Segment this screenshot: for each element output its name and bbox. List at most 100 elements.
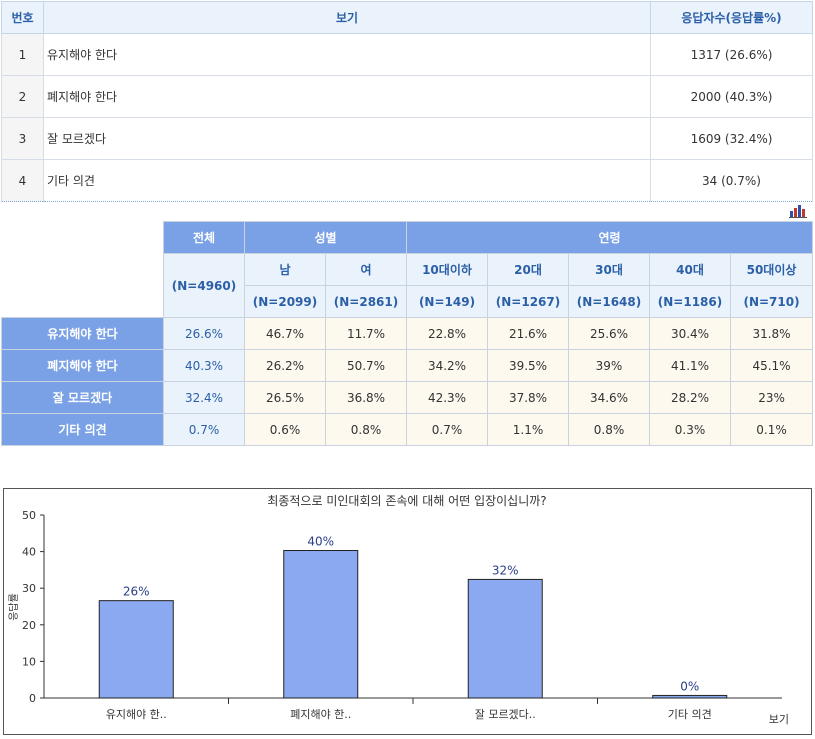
cell-value: 34.2% xyxy=(406,349,488,382)
col-n: (N=1267) xyxy=(487,285,569,318)
col-label: 30대 xyxy=(568,253,650,286)
table-row: 4 기타 의견 34 (0.7%) xyxy=(1,159,813,202)
option-count: 1317 (26.6%) xyxy=(650,33,813,76)
cell-value: 28.2% xyxy=(649,381,731,414)
chart-bar xyxy=(467,578,543,699)
cell-value: 1.1% xyxy=(487,413,569,446)
cell-value: 39.5% xyxy=(487,349,569,382)
y-tick-label: 20 xyxy=(22,619,36,632)
table-row: 기타 의견 0.7% 0.6% 0.8% 0.7% 1.1% 0.8% 0.3%… xyxy=(1,413,814,446)
col-n: (N=2099) xyxy=(244,285,326,318)
y-tick-label: 30 xyxy=(22,582,36,595)
col-n: (N=149) xyxy=(406,285,488,318)
x-tick-label: 잘 모르겠다.. xyxy=(475,708,536,721)
option-num: 2 xyxy=(1,75,44,118)
cell-value: 30.4% xyxy=(649,317,731,350)
option-label: 유지해야 한다 xyxy=(43,33,651,76)
y-tick-label: 50 xyxy=(22,509,36,522)
table-row: 2 폐지해야 한다 2000 (40.3%) xyxy=(1,75,813,118)
cell-value: 0.8% xyxy=(568,413,650,446)
cell-value: 37.8% xyxy=(487,381,569,414)
x-tick-label: 폐지해야 한.. xyxy=(290,707,351,721)
chart-panel: 최종적으로 미인대회의 존속에 대해 어떤 입장이십니까? 0 10 20 30 40 50… xyxy=(3,488,812,735)
bar-data-label: 40% xyxy=(307,535,334,549)
header-num: 번호 xyxy=(1,1,44,34)
cell-value: 34.6% xyxy=(568,381,650,414)
row-total: 40.3% xyxy=(163,349,245,382)
cell-value: 0.6% xyxy=(244,413,326,446)
cell-value: 41.1% xyxy=(649,349,731,382)
chart-icon-bar xyxy=(798,205,801,217)
cell-value: 26.2% xyxy=(244,349,326,382)
col-label: 20대 xyxy=(487,253,569,286)
bar-data-label: 0% xyxy=(680,679,699,693)
col-label: 40대 xyxy=(649,253,731,286)
chart-title: 최종적으로 미인대회의 존속에 대해 어떤 입장이십니까? xyxy=(267,494,546,508)
cell-value: 42.3% xyxy=(406,381,488,414)
chart-icon-bar xyxy=(802,209,805,217)
col-label: 여 xyxy=(325,253,407,286)
chart-icon-bar xyxy=(790,211,793,217)
col-n: (N=1186) xyxy=(649,285,731,318)
y-tick-label: 10 xyxy=(22,655,36,668)
row-label: 유지해야 한다 xyxy=(1,317,164,350)
cell-value: 26.5% xyxy=(244,381,326,414)
y-axis-label: 응답률 xyxy=(8,593,20,621)
cell-value: 21.6% xyxy=(487,317,569,350)
y-tick-label: 0 xyxy=(29,692,36,705)
options-header-row: 번호 보기 응답자수(응답률%) xyxy=(1,1,813,34)
age-header: 연령 xyxy=(405,221,814,254)
x-axis-label: 보기 xyxy=(769,713,789,726)
row-total: 0.7% xyxy=(163,413,245,446)
bar-data-label: 32% xyxy=(492,563,519,577)
gender-header: 성별 xyxy=(244,221,407,254)
chart-bar xyxy=(652,694,728,699)
cell-value: 39% xyxy=(568,349,650,382)
chart-bar xyxy=(283,550,359,699)
option-num: 1 xyxy=(1,33,44,76)
option-label: 잘 모르겠다 xyxy=(43,117,651,160)
cell-value: 36.8% xyxy=(325,381,407,414)
cross-tab-table: 전체 성별 연령 (N=4960) 남 여 10대이하 20대 30대 40대 … xyxy=(1,221,814,446)
cell-value: 23% xyxy=(729,381,814,414)
row-label: 폐지해야 한다 xyxy=(1,349,164,382)
col-label: 10대이하 xyxy=(406,253,488,286)
row-label: 기타 의견 xyxy=(1,413,164,446)
col-label: 남 xyxy=(244,253,326,286)
bar-chart: 최종적으로 미인대회의 존속에 대해 어떤 입장이십니까? 0 10 20 30 40 50… xyxy=(8,494,789,726)
header-count: 응답자수(응답률%) xyxy=(650,1,813,34)
option-count: 2000 (40.3%) xyxy=(650,75,813,118)
option-label: 폐지해야 한다 xyxy=(43,75,651,118)
chart-bar xyxy=(98,600,174,699)
total-n: (N=4960) xyxy=(163,253,245,318)
cell-value: 25.6% xyxy=(568,317,650,350)
options-table: 번호 보기 응답자수(응답률%) 1 유지해야 한다 1317 (26.6%) … xyxy=(1,1,813,202)
cell-value: 46.7% xyxy=(244,317,326,350)
header-option: 보기 xyxy=(43,1,651,34)
col-n: (N=1648) xyxy=(568,285,650,318)
y-tick-label: 40 xyxy=(22,546,36,559)
cell-value: 0.1% xyxy=(729,413,814,446)
option-num: 4 xyxy=(1,159,44,202)
option-num: 3 xyxy=(1,117,44,160)
table-row: 3 잘 모르겠다 1609 (32.4%) xyxy=(1,117,813,160)
cell-value: 0.8% xyxy=(325,413,407,446)
bar-chart-icon[interactable] xyxy=(789,204,807,218)
cell-value: 50.7% xyxy=(325,349,407,382)
col-n: (N=2861) xyxy=(325,285,407,318)
cell-value: 0.7% xyxy=(406,413,488,446)
cell-value: 11.7% xyxy=(325,317,407,350)
col-n: (N=710) xyxy=(729,285,814,318)
col-label: 50대이상 xyxy=(729,253,814,286)
table-row: 유지해야 한다 26.6% 46.7% 11.7% 22.8% 21.6% 25… xyxy=(1,317,814,350)
cell-value: 31.8% xyxy=(729,317,814,350)
cross-header-row-2: (N=4960) 남 여 10대이하 20대 30대 40대 50대이상 xyxy=(2,253,814,318)
x-tick-label: 유지해야 한.. xyxy=(106,707,167,721)
table-row: 폐지해야 한다 40.3% 26.2% 50.7% 34.2% 39.5% 39… xyxy=(1,349,814,382)
x-tick-label: 기타 의견 xyxy=(668,708,712,721)
row-label: 잘 모르겠다 xyxy=(1,381,164,414)
chart-icon-bar xyxy=(794,208,797,217)
row-total: 32.4% xyxy=(163,381,245,414)
row-total: 26.6% xyxy=(163,317,245,350)
bar-data-label: 26% xyxy=(123,585,150,599)
